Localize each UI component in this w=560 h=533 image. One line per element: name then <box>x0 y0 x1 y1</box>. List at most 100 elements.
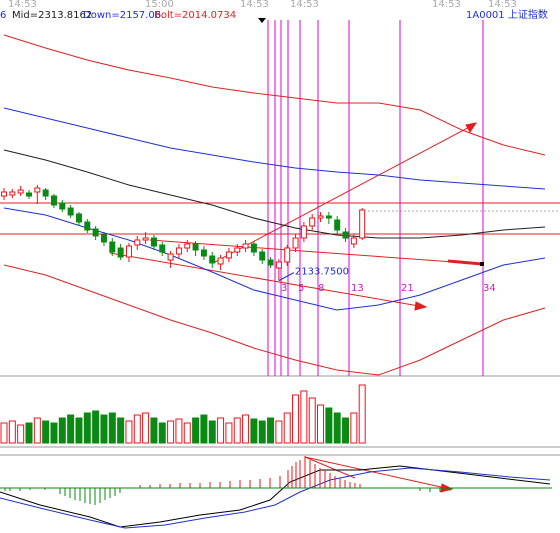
symbol: 1A0001 上证指数 <box>466 8 548 21</box>
volume-bar <box>175 418 183 444</box>
candle-body <box>342 231 349 239</box>
time-label: 14:53 <box>290 0 319 10</box>
candle-body <box>17 189 24 194</box>
low-label: 2133.7500 <box>295 267 349 278</box>
volume-bar <box>250 418 258 444</box>
volume-bar <box>67 414 75 444</box>
candle-body <box>292 237 299 249</box>
candle-body <box>275 261 282 269</box>
candle-body <box>117 247 124 258</box>
fib-label: 13 <box>351 283 364 294</box>
volume-bar <box>33 417 41 444</box>
time-label: 14:53 <box>488 0 517 10</box>
candle-body <box>267 259 274 266</box>
macd-histogram-down <box>0 487 552 505</box>
volume-bar <box>42 420 50 444</box>
fib-label: 8 <box>318 283 324 294</box>
candle-body <box>50 195 57 206</box>
volume-bar <box>300 390 308 444</box>
candle-body <box>334 219 341 231</box>
volume-bar <box>258 420 266 444</box>
candle-body <box>309 217 316 227</box>
volume-bar <box>242 414 250 444</box>
fib-label: 34 <box>483 283 496 294</box>
time-label: 14:53 <box>8 0 37 10</box>
volume-bar <box>92 410 100 444</box>
candle-body <box>1 191 7 197</box>
band-line <box>3 34 546 156</box>
candle-body <box>125 245 132 258</box>
volume-bar <box>158 422 166 444</box>
volume-bar <box>167 420 175 444</box>
candle-body <box>300 225 307 239</box>
candle-body <box>209 255 216 264</box>
volume-bar <box>133 414 141 444</box>
volume-bar <box>17 424 25 444</box>
volume-bar <box>192 417 200 444</box>
candle-body <box>59 202 66 210</box>
volume-bar <box>142 412 150 444</box>
cursor-marker <box>258 18 266 23</box>
time-label: 14:53 <box>432 0 461 10</box>
volume-bar <box>333 412 341 444</box>
volume-bar <box>267 417 275 444</box>
fib-label: 5 <box>298 283 304 294</box>
candle-body <box>67 207 74 216</box>
candle-body <box>200 249 207 257</box>
volume-bar <box>275 420 283 444</box>
candle-body <box>159 244 166 253</box>
band-line <box>3 149 546 239</box>
candle-body <box>75 213 82 223</box>
volume-bar <box>325 407 333 444</box>
volume-bar <box>25 422 33 444</box>
volume-bar <box>350 412 358 444</box>
volume-bar <box>200 414 208 444</box>
candle-body <box>84 221 91 231</box>
volume-bar <box>0 422 8 444</box>
signal-line <box>0 467 551 529</box>
candle-body <box>192 243 199 251</box>
volume-bar <box>208 420 216 444</box>
candle-body <box>150 237 157 247</box>
header: 6 Mid=2313.8162 Down=2157.06. Bolt=2014.… <box>0 8 548 21</box>
volume-bar <box>317 404 325 444</box>
fib-label: 3 <box>281 283 287 294</box>
mid-label: Mid=2313.8162 <box>12 10 92 21</box>
volume-bar <box>8 420 16 444</box>
macd-histogram-up <box>139 456 361 488</box>
bolt-label: Bolt=2014.0734 <box>154 10 236 21</box>
candle-body <box>175 247 182 255</box>
candle-body <box>109 241 116 253</box>
time-label: 14:53 <box>240 0 269 10</box>
candle-body <box>100 234 107 243</box>
candle-body <box>359 209 366 239</box>
down-label: Down=2157.06. <box>83 10 164 21</box>
volume-bar <box>100 414 108 444</box>
candle-body <box>142 237 149 241</box>
candle-body <box>167 253 174 261</box>
volume-bar <box>108 412 116 444</box>
candle-body <box>184 243 191 249</box>
band-line <box>3 107 546 190</box>
candle-body <box>34 187 41 193</box>
volume-bar <box>308 397 316 444</box>
candle-body <box>259 251 266 261</box>
candle-body <box>42 189 49 197</box>
candle-body <box>92 228 99 237</box>
volume-bar <box>217 417 225 444</box>
candle-body <box>25 192 32 197</box>
time-label: 15:00 <box>145 0 174 10</box>
volume-bar <box>117 417 125 444</box>
candle-body <box>242 243 249 249</box>
volume-bar <box>150 417 158 444</box>
candle-body <box>250 243 257 253</box>
low-pointer <box>278 272 295 282</box>
fib-label: 21 <box>401 283 414 294</box>
volume-bar <box>342 417 350 444</box>
candle-body <box>317 215 324 219</box>
volume-bar <box>292 394 300 444</box>
fib-lines <box>267 20 484 376</box>
period: 6 <box>0 10 6 21</box>
volume-bar <box>83 412 91 444</box>
candle-body <box>217 257 224 265</box>
